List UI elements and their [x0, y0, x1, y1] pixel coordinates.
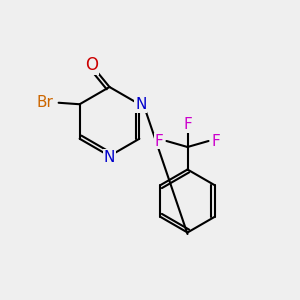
Text: N: N [104, 150, 115, 165]
Text: F: F [183, 117, 192, 132]
Text: N: N [135, 97, 147, 112]
Text: O: O [85, 56, 98, 74]
Text: F: F [154, 134, 164, 148]
Text: F: F [212, 134, 220, 148]
Text: Br: Br [37, 95, 54, 110]
